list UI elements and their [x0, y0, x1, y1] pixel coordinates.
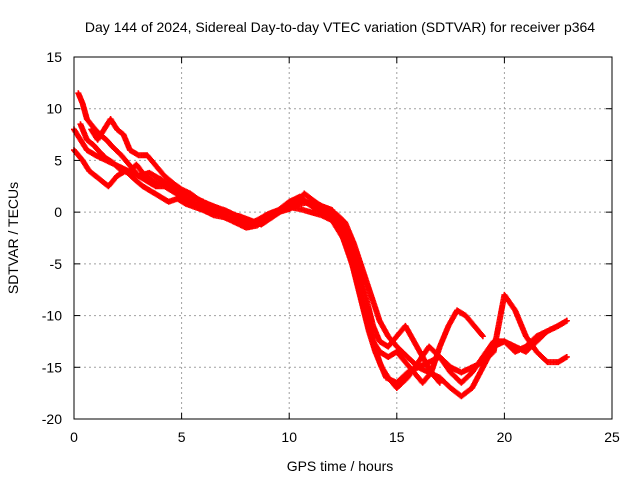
x-tick-label: 10 [281, 429, 297, 445]
series-track-5 [88, 116, 570, 376]
y-axis-label: SDTVAR / TECUs [5, 182, 21, 294]
plot-frame [73, 56, 613, 420]
y-tick-label: -10 [42, 308, 62, 324]
x-tick-label: 15 [389, 429, 405, 445]
data-point-marker [563, 353, 570, 360]
y-tick-label: 5 [54, 152, 62, 168]
axis-ticks: 0 5 10 15 20 25 -20 -15 -10 -5 0 5 10 15 [42, 49, 620, 445]
data-point-marker [478, 332, 485, 339]
x-axis-label: GPS time / hours [287, 458, 394, 474]
x-tick-label: 25 [604, 429, 620, 445]
y-tick-label: -15 [42, 359, 62, 375]
y-tick-label: 10 [46, 101, 62, 117]
y-tick-label: -5 [50, 256, 63, 272]
y-tick-label: -20 [42, 411, 62, 427]
x-tick-label: 20 [497, 429, 513, 445]
data-point-marker [563, 317, 570, 324]
grid-lines [74, 57, 612, 419]
chart-title: Day 144 of 2024, Sidereal Day-to-day VTE… [85, 19, 595, 35]
x-tick-label: 5 [178, 429, 186, 445]
data-point-marker [479, 333, 486, 340]
data-point-marker [436, 379, 443, 386]
y-tick-label: 15 [46, 49, 62, 65]
x-tick-label: 0 [70, 429, 78, 445]
y-tick-label: 0 [54, 204, 62, 220]
data-markers [71, 90, 570, 400]
series-track-4 [77, 121, 443, 386]
data-point-marker [435, 378, 442, 385]
